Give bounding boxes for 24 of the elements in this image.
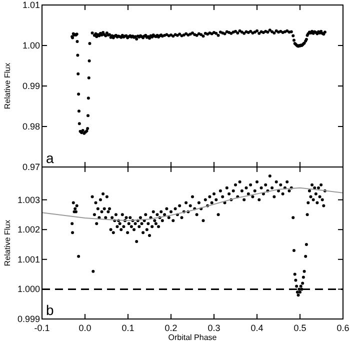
x-tick-label: 0.3 [208,323,220,333]
x-tick-label: 0.5 [294,323,306,333]
x-tick-label: 0.1 [122,323,134,333]
x-tick-label: 0.0 [78,323,92,333]
annotation: b [46,302,54,318]
x-tick-label: 0.2 [164,323,178,333]
x-tick-label: -0.1 [34,323,50,333]
y-tick-label: 0.99 [22,81,40,91]
x-axis-title: Orbital Phase [168,333,218,342]
y-axis-title: Relative Flux [3,220,12,266]
y-tick-label: 1.003 [17,194,40,205]
y-tick-label: 1.01 [22,0,40,10]
y-tick-label: 0.97 [22,162,40,172]
y-tick-label: 0.999 [17,314,40,324]
line-series [42,187,344,222]
x-tick-label: 0.4 [250,323,264,333]
annotation: a [46,150,54,166]
y-axis-title: Relative Flux [3,62,12,110]
y-tick-label: 1.000 [17,284,40,294]
y-tick-label: 1.00 [22,40,40,50]
x-tick-label: 0.6 [336,323,350,333]
y-tick-label: 1.001 [17,254,40,264]
y-tick-label: 0.98 [22,122,40,132]
y-tick-label: 1.002 [17,224,40,235]
